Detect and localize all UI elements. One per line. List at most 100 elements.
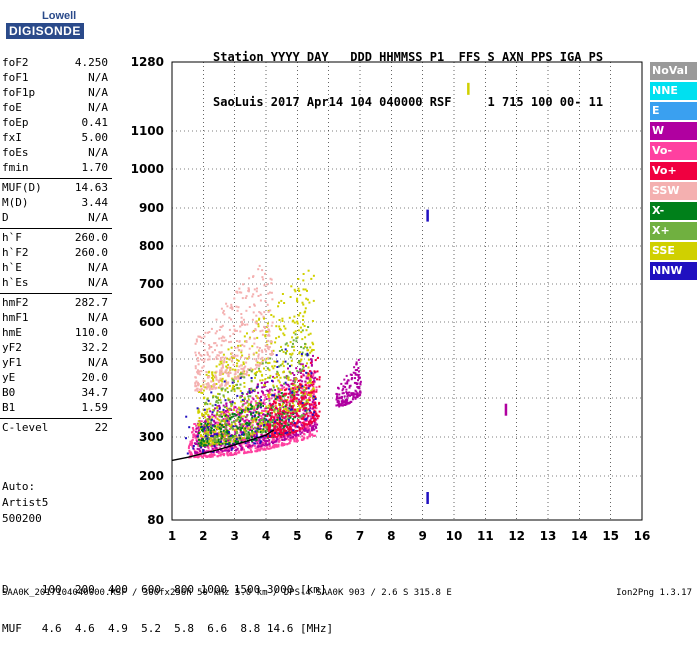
echo-point	[293, 395, 296, 398]
echo-point	[228, 449, 231, 452]
echo-point	[297, 419, 300, 422]
echo-point	[247, 433, 250, 436]
echo-point	[228, 412, 231, 415]
echo-point	[280, 399, 283, 402]
echo-cluster	[194, 264, 274, 393]
echo-point	[278, 425, 281, 428]
echo-point	[252, 352, 255, 355]
echo-point	[275, 385, 278, 388]
echo-point	[311, 434, 314, 437]
echo-point	[297, 379, 300, 382]
echo-point	[289, 408, 292, 411]
echo-point	[268, 443, 271, 446]
echo-point	[222, 353, 225, 356]
echo-point	[203, 360, 206, 363]
echo-point	[237, 418, 240, 421]
echo-point	[194, 389, 197, 392]
param-row: D N/A	[0, 211, 112, 226]
echo-point	[291, 382, 294, 385]
echo-point	[311, 415, 314, 418]
echo-point	[284, 376, 286, 379]
echo-point	[264, 440, 267, 442]
echo-point	[291, 437, 294, 440]
echo-point	[299, 389, 302, 392]
echo-point	[221, 453, 224, 456]
echo-point	[309, 375, 312, 378]
param-value: 282.7	[74, 296, 108, 309]
echo-point	[263, 394, 266, 397]
echo-point	[243, 452, 245, 455]
echo-point	[268, 422, 271, 425]
echo-point	[347, 402, 350, 405]
echo-point	[308, 391, 310, 394]
echo-point	[313, 370, 316, 373]
echo-point	[300, 376, 303, 379]
echo-point	[240, 440, 243, 443]
echo-point	[299, 433, 302, 436]
echo-point	[218, 410, 221, 413]
echo-point	[212, 450, 215, 453]
echo-point	[268, 361, 271, 364]
station-header: Station YYYY DAY DDD HHMMSS P1 FFS S AXN…	[213, 20, 603, 125]
echo-point	[219, 369, 222, 372]
echo-point	[246, 433, 249, 436]
echo-point	[287, 409, 289, 412]
echo-point	[206, 439, 209, 442]
echo-point	[197, 420, 200, 423]
legend: NoVal NNE E W Vo- Vo+ SSW X- X+ SSE NNW	[650, 62, 697, 282]
echo-point	[280, 424, 283, 427]
echo-point	[291, 400, 294, 403]
echo-point	[223, 454, 225, 457]
echo-point	[312, 395, 315, 398]
echo-point	[354, 377, 356, 380]
echo-point	[358, 377, 361, 380]
param-row: h`F 260.0	[0, 231, 112, 246]
echo-point	[344, 401, 347, 404]
echo-point	[306, 382, 309, 384]
echo-point	[336, 395, 339, 398]
echo-point	[253, 405, 256, 408]
echo-point	[218, 427, 221, 430]
echo-point	[250, 370, 253, 373]
echo-point	[315, 390, 318, 393]
echo-point	[356, 369, 359, 371]
echo-point	[254, 426, 256, 429]
header-line1: Station YYYY DAY DDD HHMMSS P1 FFS S AXN…	[213, 50, 604, 64]
echo-point	[354, 373, 357, 376]
echo-point	[258, 438, 261, 441]
echo-point	[350, 392, 353, 395]
echo-point	[208, 454, 211, 457]
echo-point	[255, 371, 258, 374]
echo-point	[251, 424, 254, 427]
echo-point	[224, 433, 227, 436]
echo-point	[206, 398, 209, 401]
echo-point	[239, 437, 242, 440]
echo-point	[244, 419, 247, 422]
echo-point	[342, 392, 345, 395]
echo-point	[282, 371, 285, 374]
echo-point	[249, 410, 252, 413]
echo-point	[314, 410, 317, 413]
echo-point	[282, 332, 285, 335]
param-separator	[0, 228, 112, 229]
echo-point	[224, 339, 227, 342]
echo-point	[192, 447, 195, 450]
echo-point	[254, 409, 257, 412]
echo-point	[306, 419, 309, 422]
echo-point	[307, 269, 310, 272]
echo-point	[315, 389, 318, 391]
echo-point	[238, 340, 241, 343]
echo-point	[283, 325, 286, 328]
echo-point	[265, 350, 268, 353]
echo-point	[263, 448, 266, 451]
echo-point	[337, 403, 340, 406]
echo-point	[280, 299, 283, 302]
echo-point	[228, 424, 231, 427]
param-row: hmF2 282.7	[0, 296, 112, 311]
echo-point	[206, 351, 209, 354]
echo-point	[283, 416, 286, 419]
echo-point	[280, 432, 282, 435]
echo-point	[341, 392, 344, 395]
echo-point	[267, 292, 270, 295]
echo-point	[311, 413, 314, 416]
